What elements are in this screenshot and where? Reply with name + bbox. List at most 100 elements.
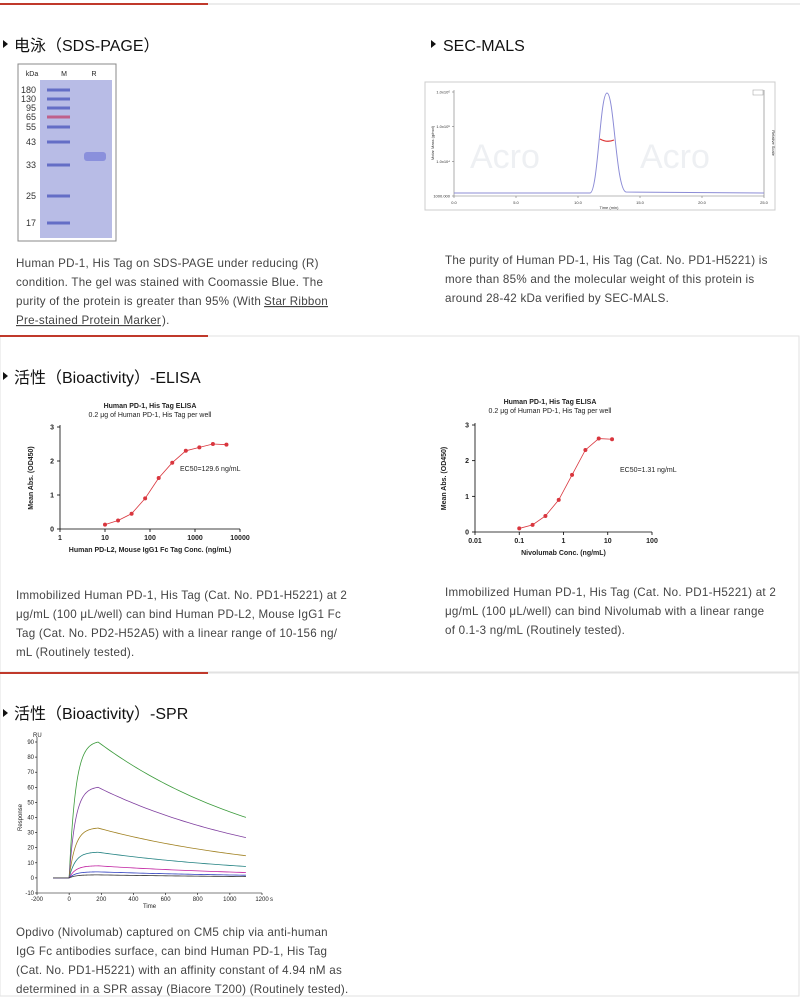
caption-line: μg/mL (100 μL/well) can bind Nivolumab w… <box>445 605 764 618</box>
y-tick-label: 2 <box>465 458 469 465</box>
x-tick-label: 15.0 <box>636 200 645 205</box>
x-tick-label: 10.0 <box>574 200 583 205</box>
y-tick-label: 70 <box>27 770 34 776</box>
x-axis-label: Nivolumab Conc. (ng/mL) <box>521 550 606 557</box>
y-tick-label: 30 <box>27 831 34 837</box>
x-tick-label: 25.0 <box>760 200 769 205</box>
marker-band <box>47 140 70 144</box>
x-axis-label: Time (min) <box>600 205 620 210</box>
x-tick-label: 1000 <box>187 535 203 542</box>
data-point <box>103 522 107 527</box>
chart-subtitle: 0.2 μg of Human PD-1, His Tag per well <box>89 412 212 419</box>
x-tick-label: 1 <box>58 535 62 542</box>
link[interactable]: Star Ribbon <box>264 295 328 308</box>
marker-label: 180 <box>21 85 36 95</box>
y-tick-label: 1.0x10⁶ <box>436 90 450 95</box>
caption-line: μg/mL (100 μL/well) can bind Human PD-L2… <box>16 608 341 621</box>
caption-line: Human PD-1, His Tag on SDS-PAGE under re… <box>16 257 319 270</box>
marker-label: 65 <box>26 112 36 122</box>
marker-label: 43 <box>26 137 36 147</box>
x-tick-label: 600 <box>161 897 172 903</box>
marker-band <box>47 97 70 101</box>
data-point <box>183 448 188 453</box>
chart-title: Human PD-1, His Tag ELISA <box>504 399 597 406</box>
link[interactable]: Pre-stained Protein Marker <box>16 314 161 327</box>
sensorgram <box>53 827 246 879</box>
caption-end: ). <box>162 314 170 327</box>
x-axis-label: Time <box>143 904 157 910</box>
data-point <box>596 436 601 441</box>
sensorgram <box>53 865 246 879</box>
x-tick-label: 5.0 <box>513 200 519 205</box>
y-axis-label: Response <box>18 803 24 831</box>
x-tick-label: 100 <box>144 535 156 542</box>
y-tick-label: 0 <box>31 876 35 882</box>
marker-band <box>47 88 70 92</box>
caption-line: purity of the protein is greater than 95… <box>16 295 261 308</box>
x-tick-label: 10 <box>101 535 109 542</box>
sensorgram <box>53 786 247 879</box>
x-axis-label: Human PD-L2, Mouse IgG1 Fc Tag Conc. (ng… <box>69 547 231 554</box>
y-tick-label: 2 <box>50 459 54 466</box>
data-point <box>116 518 121 523</box>
section-box <box>0 672 800 997</box>
x-tick-label: 800 <box>193 897 204 903</box>
sensorgram <box>53 741 247 879</box>
y-tick-label: 1 <box>465 494 469 501</box>
y-unit: RU <box>33 733 42 739</box>
x-tick-label: 0.01 <box>468 538 482 545</box>
x-tick-label: 20.0 <box>698 200 707 205</box>
sensorgram <box>53 874 246 879</box>
marker-label: 130 <box>21 94 36 104</box>
data-point <box>543 513 548 518</box>
data-point <box>530 522 535 527</box>
uv-trace <box>454 92 765 194</box>
x-tick-label: 10000 <box>230 535 250 542</box>
y-tick-label: 10 <box>27 861 34 867</box>
bullet <box>3 709 8 717</box>
y-tick-label: 1.0x10⁴ <box>436 159 450 164</box>
marker-band <box>47 106 70 110</box>
y2-axis-label: Relative Scale <box>771 130 776 156</box>
marker-band <box>47 163 70 167</box>
data-point <box>210 442 215 446</box>
mass-trace <box>599 138 615 142</box>
sensorgram <box>53 871 246 879</box>
y-tick-label: -10 <box>25 891 34 897</box>
chart-title: Human PD-1, His Tag ELISA <box>104 403 197 410</box>
watermark: Acro <box>470 138 540 176</box>
sample-band <box>84 152 106 161</box>
x-tick-label: 400 <box>128 897 139 903</box>
x-tick-label: 10 <box>604 538 612 545</box>
data-point <box>570 472 575 477</box>
data-point <box>170 460 175 465</box>
chart-subtitle: 0.2 μg of Human PD-1, His Tag per well <box>489 408 612 415</box>
annotation: EC50=1.31 ng/mL <box>620 467 677 474</box>
marker-label: 17 <box>26 218 36 228</box>
caption-line: around 28-42 kDa verified by SEC-MALS. <box>445 292 669 305</box>
fit-line <box>104 443 227 525</box>
marker-label: 25 <box>26 191 36 201</box>
data-point <box>129 511 134 516</box>
sensorgram <box>53 851 246 879</box>
lane-label: R <box>91 71 96 78</box>
y-tick-label: 3 <box>465 423 469 430</box>
legend-box <box>752 89 764 96</box>
bullet <box>3 372 8 380</box>
caption-line: condition. The gel was stained with Coom… <box>16 276 323 289</box>
marker-band <box>47 115 70 119</box>
caption-line: more than 85% and the molecular weight o… <box>445 273 754 286</box>
x-tick-label: 100 <box>646 538 658 545</box>
y-tick-label: 0 <box>465 530 469 537</box>
data-point <box>143 496 148 501</box>
y-tick-label: 1 <box>50 493 54 500</box>
section-title: 电泳（SDS-PAGE） <box>14 37 160 55</box>
watermark: Acro <box>640 138 710 176</box>
caption-line: Tag (Cat. No. PD2-H52A5) with a linear r… <box>16 627 338 640</box>
data-point <box>583 447 588 452</box>
section-title: SEC-MALS <box>443 38 525 55</box>
annotation: EC50=129.6 ng/mL <box>180 466 241 473</box>
marker-band <box>47 194 70 198</box>
x-tick-label: 200 <box>96 897 107 903</box>
